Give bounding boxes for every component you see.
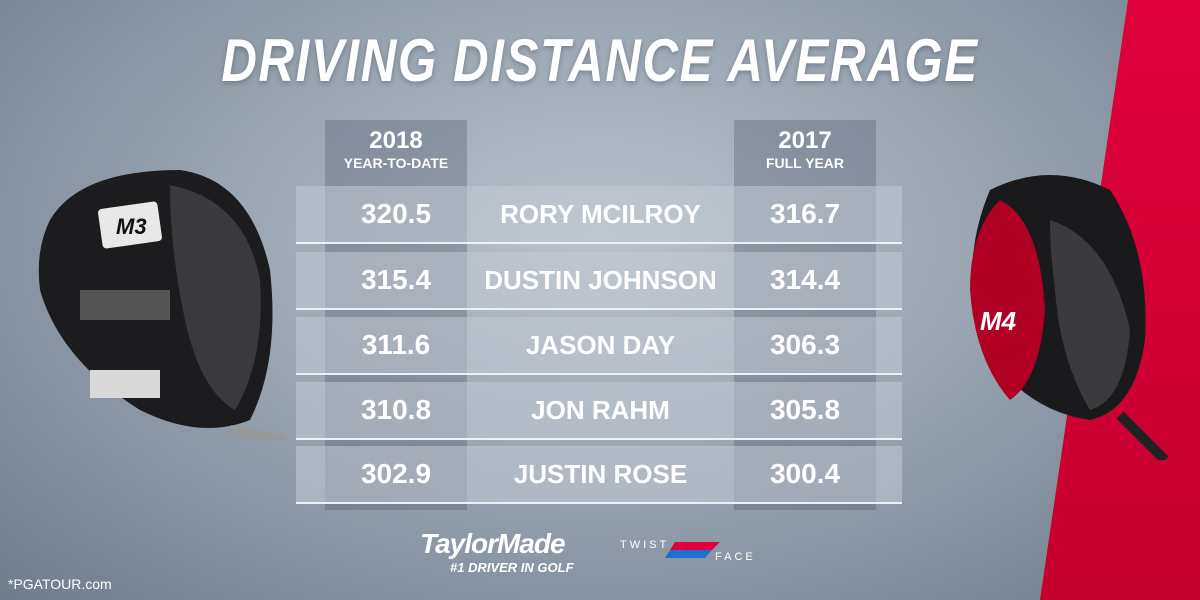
column-2017-background	[734, 120, 876, 510]
twist-text: TWIST	[620, 539, 669, 551]
value-2018: 311.6	[361, 329, 431, 360]
value-2017: 314.4	[769, 264, 841, 295]
column-subtitle: YEAR-TO-DATE	[343, 155, 449, 171]
source-note: *PGATOUR.com	[8, 576, 112, 592]
brand-tagline: #1 DRIVER IN GOLF	[450, 560, 574, 575]
value-2017: 300.4	[769, 458, 841, 489]
column-subtitle: FULL YEAR	[765, 155, 845, 171]
value-2018: 310.8	[360, 394, 432, 425]
value-2018: 315.4	[360, 264, 432, 295]
table-row: 320.5 RORY MCILROY 316.7	[296, 186, 902, 244]
value-2018: 320.5	[360, 198, 432, 229]
brand-name: TaylorMade	[420, 528, 566, 559]
player-name: JUSTIN ROSE	[513, 459, 688, 489]
table-row: 315.4 DUSTIN JOHNSON 314.4	[296, 252, 902, 310]
player-name: JASON DAY	[525, 330, 676, 360]
player-name: JON RAHM	[531, 395, 670, 425]
value-2017: 306.3	[769, 329, 841, 360]
player-name: DUSTIN JOHNSON	[484, 265, 717, 295]
table-row: 310.8 JON RAHM 305.8	[296, 382, 902, 440]
value-2017: 305.8	[769, 394, 841, 425]
face-text: FACE	[715, 551, 756, 562]
m4-driver-image: M4	[970, 175, 1169, 460]
m3-label: M3	[116, 214, 147, 239]
value-2018: 302.9	[360, 458, 432, 489]
column-header-2017: 2017 FULL YEAR	[734, 128, 876, 172]
column-year: 2017	[778, 127, 832, 154]
column-header-2018: 2018 YEAR-TO-DATE	[325, 128, 467, 172]
m3-driver-image: M3	[38, 170, 286, 440]
column-year: 2018	[369, 127, 423, 154]
table-row: 302.9 JUSTIN ROSE 300.4	[296, 446, 902, 504]
player-name: RORY MCILROY	[500, 199, 701, 229]
page-title: DRIVING DISTANCE AVERAGE	[221, 27, 979, 94]
value-2017: 316.7	[769, 198, 841, 229]
taylormade-logo: TaylorMade #1 DRIVER IN GOLF	[420, 528, 574, 575]
twistface-logo: TWIST FACE	[620, 539, 756, 562]
m4-label: M4	[980, 306, 1017, 336]
table-row: 311.6 JASON DAY 306.3	[296, 317, 902, 375]
column-2018-background	[325, 120, 467, 510]
